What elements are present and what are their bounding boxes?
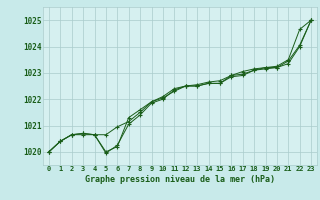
X-axis label: Graphe pression niveau de la mer (hPa): Graphe pression niveau de la mer (hPa) [85, 175, 275, 184]
